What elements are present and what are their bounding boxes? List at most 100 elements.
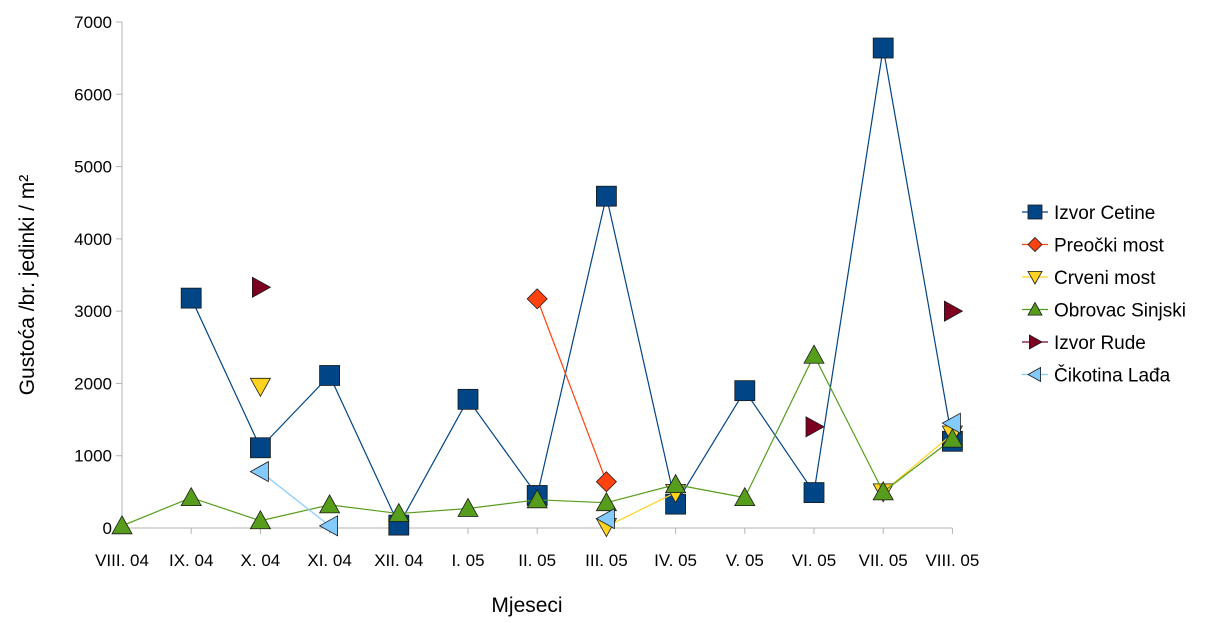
series-line-segment: [191, 497, 261, 522]
series-line-segment: [260, 471, 330, 527]
series-line-segment: [259, 375, 331, 449]
data-point: [111, 515, 133, 535]
series-line-segment: [537, 499, 607, 504]
data-point: [249, 437, 271, 459]
series-line-segment: [329, 375, 400, 526]
series-line-segment: [398, 507, 469, 515]
series-line-segment: [882, 47, 953, 442]
legend-marker: [1027, 366, 1041, 383]
x-tick-label: III. 05: [585, 551, 628, 570]
x-axis-title: Mjeseci: [491, 594, 562, 617]
x-tick-label: II. 05: [518, 551, 556, 570]
y-tick-label: 6000: [74, 85, 112, 104]
data-point: [318, 494, 341, 514]
x-tick-label: X. 04: [241, 551, 281, 570]
data-point: [249, 460, 269, 483]
legend-label: Crveni most: [1054, 268, 1156, 289]
series-line-segment: [882, 438, 953, 493]
series-line-segment: [675, 484, 745, 499]
series-preocki-most: [526, 288, 617, 493]
x-tick-label: VII. 05: [859, 551, 908, 570]
y-tick-label: 3000: [74, 302, 112, 321]
series-line-segment: [813, 47, 884, 493]
series-line-segment: [190, 297, 261, 449]
data-point: [734, 486, 756, 507]
y-tick-label: 7000: [74, 13, 112, 32]
data-point: [803, 344, 825, 364]
data-point: [872, 37, 894, 59]
legend-entry-obrovac-sinjski: Obrovac Sinjski: [1022, 301, 1186, 322]
data-point: [664, 473, 687, 494]
legend-label: Izvor Cetine: [1054, 203, 1155, 224]
y-tick-label: 5000: [74, 158, 112, 177]
data-point: [388, 502, 410, 522]
series-line-segment: [882, 433, 953, 493]
legend-marker: [1027, 270, 1043, 285]
x-tick-label: XII. 04: [374, 551, 423, 570]
series-line-segment: [813, 354, 884, 493]
data-point: [734, 380, 756, 402]
series-line-segment: [536, 196, 607, 496]
x-tick-label: VIII. 05: [925, 551, 979, 570]
series-cikotina-lada: [249, 412, 961, 537]
series-line-segment: [675, 390, 746, 505]
y-axis-title: Gustoća /br. jedinki / m²: [16, 175, 39, 396]
x-tick-label: IX. 04: [169, 551, 213, 570]
data-point: [180, 486, 202, 507]
legend-label: Preočki most: [1054, 236, 1165, 257]
data-point: [180, 287, 202, 309]
series-line-segment: [605, 196, 677, 505]
data-point: [944, 300, 964, 322]
series-izvor-rude: [251, 276, 964, 438]
legend-entry-cikotina-lada: Čikotina Lađa: [1022, 365, 1171, 387]
x-tick-label: I. 05: [451, 551, 484, 570]
series-line-segment: [467, 499, 538, 510]
data-point: [249, 377, 272, 398]
legend-marker: [1027, 204, 1043, 220]
data-point: [249, 509, 272, 530]
data-point: [941, 428, 964, 448]
data-point: [318, 515, 339, 537]
x-tick-label: IV. 05: [654, 551, 697, 570]
legend-marker: [1027, 301, 1043, 316]
legend-entry-izvor-cetine: Izvor Cetine: [1022, 203, 1155, 224]
data-point: [596, 185, 617, 207]
legend-entry-crveni-most: Crveni most: [1022, 268, 1156, 289]
x-tick-label: XI. 04: [307, 551, 351, 570]
legend-entry-preocki-most: Preočki most: [1022, 236, 1165, 257]
axes-layer: 0 1000 2000 3000 4000 5000 6000 7000 VIII. 04 IX.…: [74, 13, 979, 570]
data-point: [872, 481, 894, 501]
series-line-segment: [121, 497, 192, 527]
series-layer: [111, 37, 964, 538]
series-line-segment: [467, 398, 538, 496]
data-point: [526, 488, 548, 509]
series-line-segment: [536, 298, 607, 482]
data-point: [805, 416, 825, 438]
x-tick-label: V. 05: [726, 551, 764, 570]
data-point: [941, 412, 961, 434]
data-point: [803, 482, 825, 503]
legend-marker: [1027, 236, 1043, 253]
data-point: [457, 497, 479, 517]
data-point: [595, 491, 618, 512]
legend-marker: [1029, 334, 1043, 350]
legend-label: Obrovac Sinjski: [1054, 301, 1186, 322]
legend-label: Čikotina Lađa: [1054, 365, 1171, 387]
data-point: [595, 471, 617, 493]
data-point: [457, 388, 479, 410]
data-point: [595, 507, 615, 530]
series-izvor-cetine: [180, 37, 963, 536]
x-tick-label: VI. 05: [792, 551, 836, 570]
series-line-segment: [398, 399, 469, 526]
y-tick-label: 4000: [74, 230, 112, 249]
series-obrovac-sinjski: [111, 344, 964, 535]
series-line-segment: [744, 390, 815, 493]
series-line-segment: [329, 504, 399, 515]
series-line-segment: [606, 492, 676, 528]
data-point: [526, 288, 548, 310]
data-point: [251, 276, 272, 298]
y-tick-label: 2000: [74, 374, 112, 393]
legend: Izvor Cetine Preočki most Crveni most Obrov…: [1022, 203, 1186, 387]
